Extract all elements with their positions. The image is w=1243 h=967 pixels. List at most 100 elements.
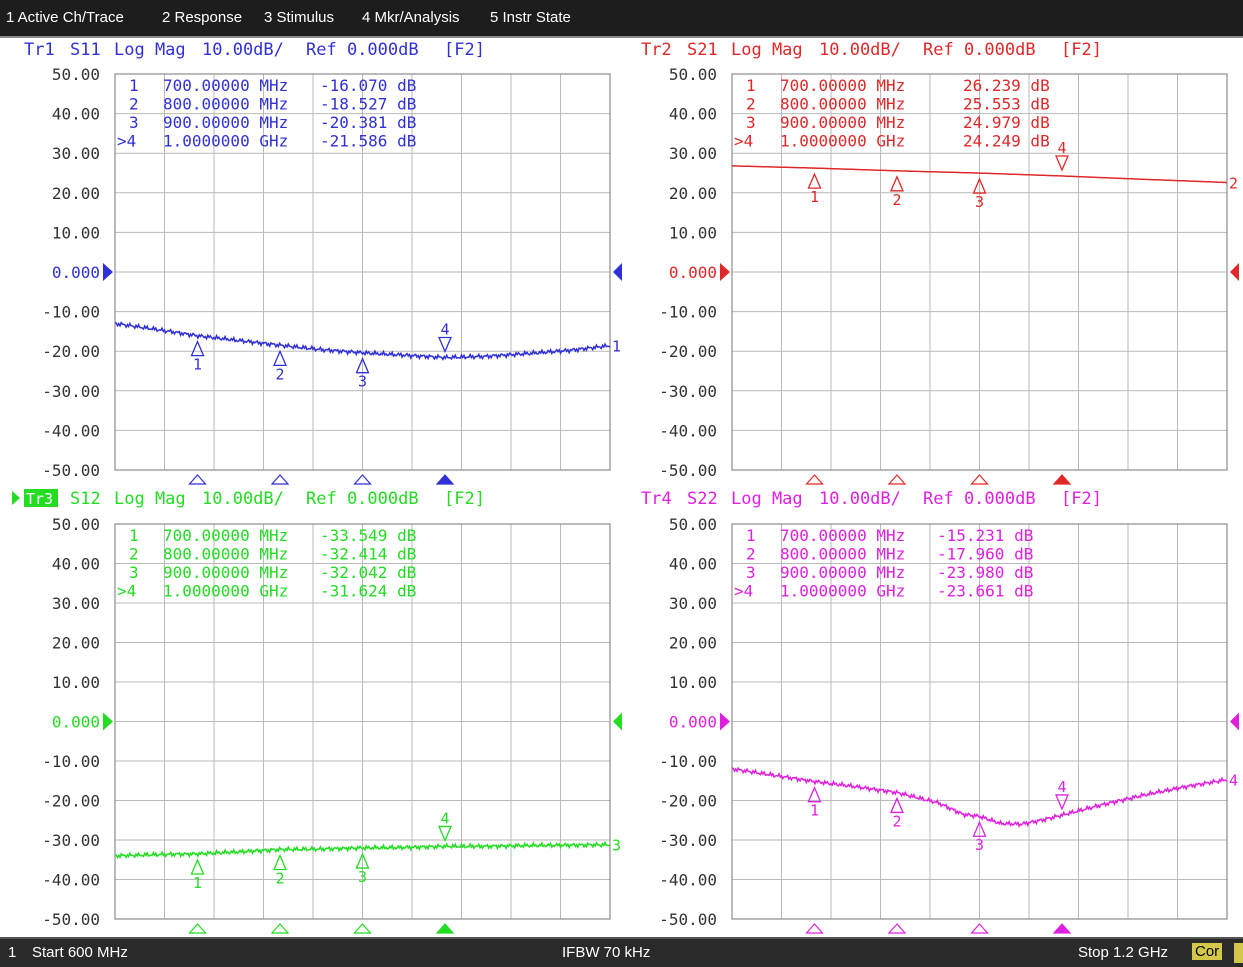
ref-arrow-right-icon [1230, 712, 1239, 731]
trace-header-field: [F2] [1061, 40, 1102, 60]
y-tick-label: 40.00 [52, 105, 100, 124]
trace-header-field: S12 [70, 489, 101, 509]
marker-number-label: 3 [358, 868, 367, 886]
marker-number-label: 4 [1057, 139, 1066, 157]
trace-line [732, 165, 1227, 184]
y-tick-label: 50.00 [669, 515, 717, 534]
marker-readout-value: -33.549 dB [320, 526, 416, 545]
marker-number-label: 1 [193, 356, 202, 374]
y-tick-label: -10.00 [659, 303, 717, 322]
marker-readout-num: >4 [734, 582, 753, 601]
y-tick-label: -50.00 [42, 910, 100, 929]
trace-header-field: 10.00dB/ [819, 489, 901, 509]
y-tick-label: 20.00 [52, 634, 100, 653]
trace-header-field: Log Mag [731, 40, 803, 60]
trace-panel-tr2: 50.00 40.00 30.00 20.00 10.00 0.000 -10.00 -20.… [641, 40, 1239, 485]
marker-readout-value: -15.231 dB [937, 526, 1033, 545]
trace-header-field: 10.00dB/ [202, 40, 284, 60]
ref-level-label: 0.000 [52, 713, 100, 732]
marker-position-indicator-icon [970, 923, 989, 934]
menu-mkr-analysis[interactable]: 4 Mkr/Analysis [362, 9, 460, 26]
marker-position-indicator-icon [805, 923, 824, 934]
graticule-border [731, 523, 1228, 920]
trace-header-field: 10.00dB/ [819, 40, 901, 60]
marker-readout-freq: 900.00000 MHz [163, 563, 288, 582]
marker-position-indicator-icon [887, 923, 907, 934]
y-tick-label: 20.00 [52, 184, 100, 203]
trace-header-field: Ref 0.000dB [306, 40, 419, 60]
menu-stimulus[interactable]: 3 Stimulus [264, 9, 335, 26]
status-ifbw[interactable]: IFBW 70 kHz [562, 944, 651, 961]
trace-header-field: [F2] [1061, 489, 1102, 509]
y-tick-label: 30.00 [52, 144, 100, 163]
ref-level-label: 0.000 [52, 263, 100, 282]
trace-header-field: Log Mag [731, 489, 803, 509]
marker-triangle-icon [190, 858, 205, 875]
marker-triangle-icon [355, 852, 370, 869]
ref-arrow-right-icon [613, 712, 622, 731]
marker-readout-num: 3 [746, 113, 756, 132]
marker-number-label: 4 [440, 809, 449, 827]
y-tick-label: -10.00 [42, 752, 100, 771]
marker-readout-num: 1 [746, 76, 756, 95]
marker-readout-value: -18.527 dB [320, 95, 416, 114]
marker-readout-num: 2 [746, 545, 756, 564]
menu-bar: 1 Active Ch/Trace 2 Response 3 Stimulus … [0, 0, 1243, 38]
marker-triangle-icon [273, 853, 287, 871]
marker-readout-freq: 700.00000 MHz [780, 526, 905, 545]
marker-triangle-icon [972, 820, 987, 837]
trace-header-field: [F2] [444, 40, 485, 60]
status-start[interactable]: Start 600 MHz [32, 944, 128, 961]
ref-level-label: 0.000 [669, 713, 717, 732]
marker-triangle-icon [1055, 155, 1069, 172]
menu-active-ch-trace[interactable]: 1 Active Ch/Trace [6, 9, 124, 26]
trace-line [114, 840, 611, 860]
marker-readout-freq: 700.00000 MHz [163, 526, 288, 545]
y-tick-label: 40.00 [669, 555, 717, 574]
marker-readout-num: >4 [734, 132, 753, 151]
marker-position-indicator-icon [353, 923, 372, 934]
marker-readout-freq: 700.00000 MHz [163, 76, 288, 95]
trace-end-label: 4 [1229, 772, 1238, 790]
menu-instr-state[interactable]: 5 Instr State [490, 9, 571, 26]
marker-position-indicator-icon [435, 474, 455, 485]
marker-readout-freq: 1.0000000 GHz [163, 132, 288, 151]
marker-position-indicator-icon [970, 474, 989, 485]
marker-readout-num: >4 [117, 132, 136, 151]
trace-end-label: 2 [1229, 175, 1238, 193]
marker-readout-value: -31.624 dB [320, 582, 416, 601]
marker-triangle-icon [890, 796, 904, 814]
trace-header-field: 10.00dB/ [202, 489, 284, 509]
active-trace-arrow-icon [12, 491, 20, 505]
trace-display-area[interactable]: 50.00 40.00 30.00 20.00 10.00 0.000 -10.00 -20.… [0, 38, 1243, 937]
marker-triangle-icon [890, 175, 904, 192]
marker-position-indicator-icon [887, 474, 907, 485]
marker-triangle-icon [190, 339, 205, 357]
y-tick-label: 30.00 [669, 144, 717, 163]
y-tick-label: -30.00 [659, 831, 717, 850]
status-stop[interactable]: Stop 1.2 GHz [1078, 944, 1169, 961]
y-tick-label: 40.00 [52, 555, 100, 574]
marker-number-label: 1 [810, 802, 819, 820]
status-bar: 1 Start 600 MHz IFBW 70 kHz Stop 1.2 GHz… [0, 937, 1243, 967]
marker-readout-freq: 800.00000 MHz [163, 545, 288, 564]
marker-triangle-icon [1055, 794, 1069, 811]
marker-readout-freq: 800.00000 MHz [780, 95, 905, 114]
y-tick-label: -50.00 [42, 461, 100, 480]
marker-readout-value: -23.661 dB [937, 582, 1033, 601]
marker-number-label: 2 [275, 870, 284, 888]
marker-number-label: 2 [892, 812, 901, 830]
marker-number-label: 2 [892, 191, 901, 209]
marker-readout-value: 24.979 dB [963, 113, 1050, 132]
status-more-indicator [1234, 943, 1243, 963]
ref-arrow-left-icon [103, 712, 113, 731]
marker-readout-freq: 700.00000 MHz [780, 76, 905, 95]
y-tick-label: -20.00 [42, 342, 100, 361]
marker-readout-num: 1 [129, 76, 139, 95]
y-tick-label: 30.00 [669, 594, 717, 613]
y-tick-label: 10.00 [52, 223, 100, 242]
marker-number-label: 3 [358, 373, 367, 391]
marker-triangle-icon [438, 336, 452, 354]
marker-readout-freq: 900.00000 MHz [780, 563, 905, 582]
menu-response[interactable]: 2 Response [162, 9, 243, 26]
